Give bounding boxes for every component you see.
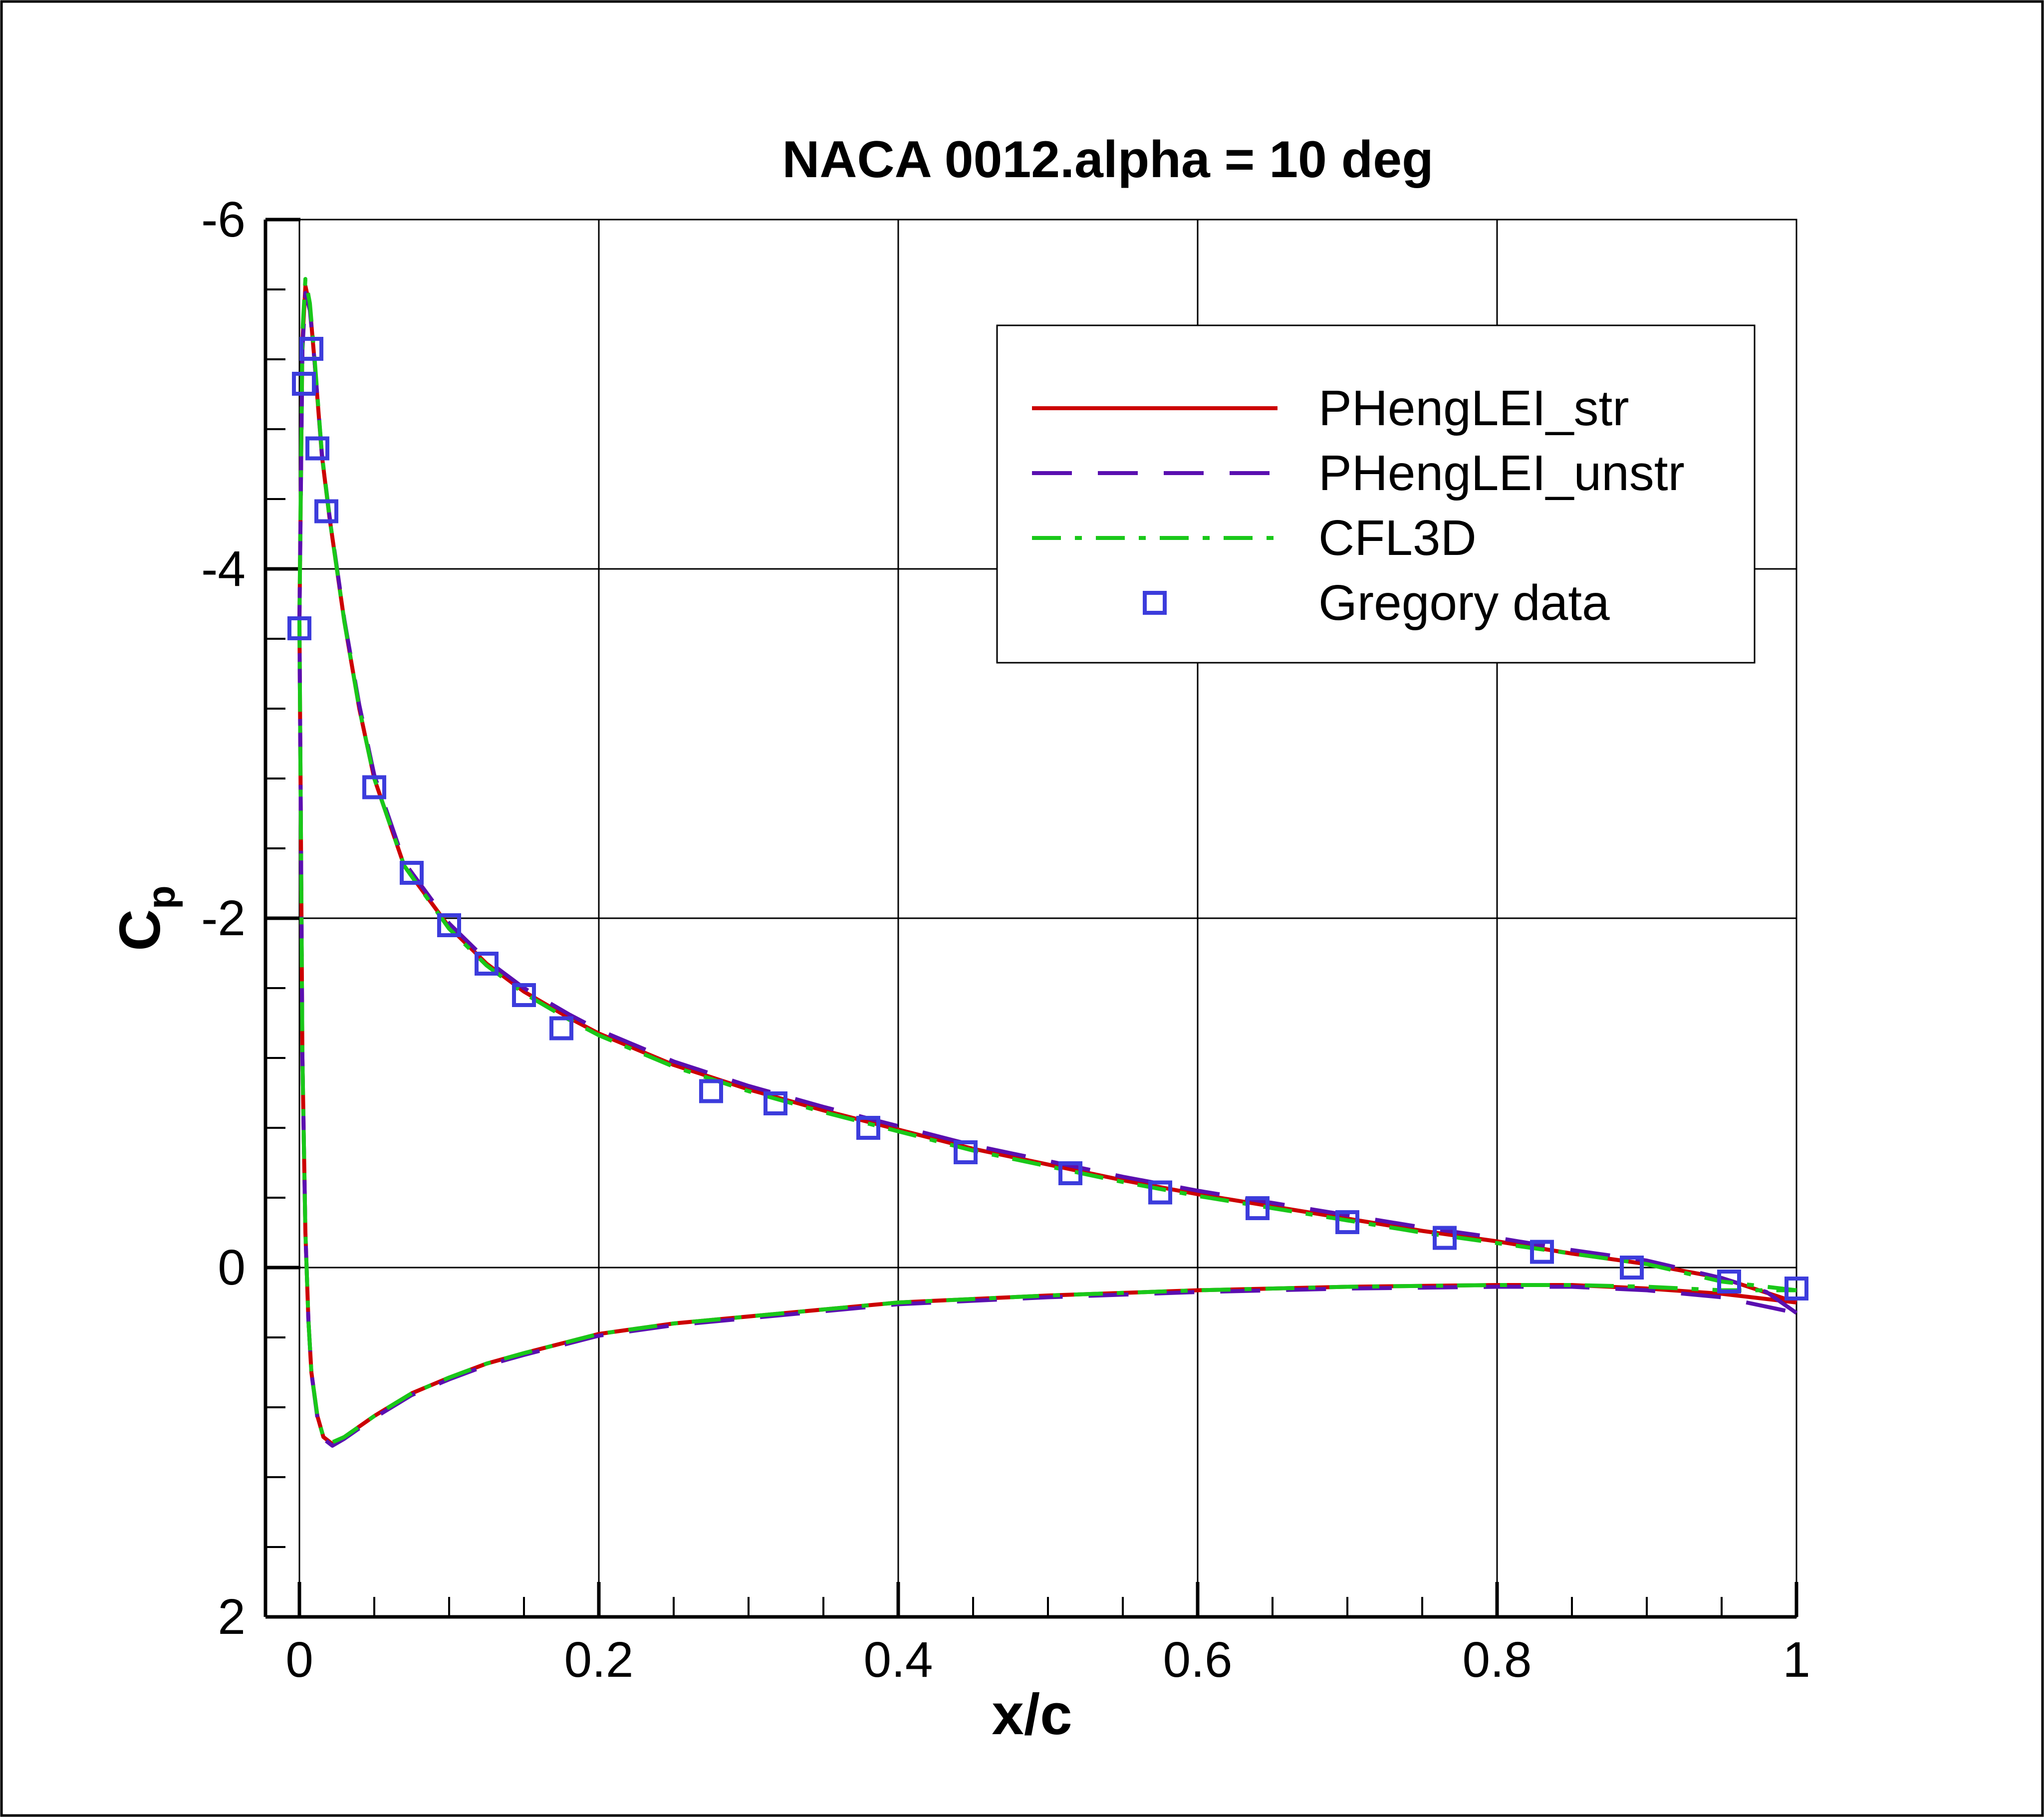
x-tick-label: 0.8: [1462, 1632, 1532, 1688]
legend-entry-cfl3d: CFL3D: [1032, 510, 1477, 566]
legend: PHengLEI_str PHengLEI_unstr CFL3D Gregory d…: [996, 324, 1756, 664]
y-tick-label: 0: [218, 1240, 246, 1296]
legend-label-phenglei-str: PHengLEI_str: [1318, 380, 1629, 436]
data-point-gregory-data: [292, 372, 316, 396]
y-axis-label: Cp: [107, 885, 183, 951]
legend-label-phenglei-unstr: PHengLEI_unstr: [1318, 445, 1685, 501]
y-axis-label-sub: p: [139, 885, 183, 909]
legend-box: [996, 324, 1756, 664]
legend-entry-gregory-data: Gregory data: [1143, 575, 1610, 631]
data-point-gregory-data: [299, 337, 323, 361]
legend-label-gregory-data: Gregory data: [1318, 575, 1610, 631]
data-point-gregory-data: [699, 1079, 723, 1103]
data-point-gregory-data: [1717, 1270, 1741, 1294]
data-point-gregory-data: [362, 775, 386, 799]
legend-entry-phenglei-unstr: PHengLEI_unstr: [1032, 445, 1685, 501]
chart-title: NACA 0012.alpha = 10 deg: [782, 131, 1433, 189]
data-point-gregory-data: [954, 1140, 978, 1164]
y-tick-label: -4: [201, 541, 246, 597]
x-tick-label: 0.4: [863, 1632, 933, 1688]
y-axis-label-main: C: [107, 909, 172, 951]
data-point-gregory-data: [1620, 1256, 1644, 1280]
data-point-gregory-data: [549, 1016, 573, 1040]
legend-label-cfl3d: CFL3D: [1318, 510, 1477, 566]
data-point-gregory-data: [305, 436, 329, 461]
data-point-gregory-data: [475, 952, 499, 976]
data-point-gregory-data: [314, 499, 338, 523]
data-point-gregory-data: [1785, 1277, 1808, 1300]
data-point-gregory-data: [856, 1116, 880, 1140]
data-point-gregory-data: [400, 861, 424, 885]
data-point-gregory-data: [1058, 1161, 1082, 1185]
data-point-gregory-data: [1530, 1240, 1554, 1264]
legend-entry-phenglei-str: PHengLEI_str: [1032, 380, 1629, 436]
series-line-cfl3d: [297, 277, 1797, 1444]
legend-entries: PHengLEI_str PHengLEI_unstr CFL3D Gregory d…: [1032, 380, 1685, 631]
x-axis-label: x/c: [992, 1682, 1072, 1747]
data-point-gregory-data: [287, 616, 311, 640]
y-tick-label: -2: [201, 890, 246, 946]
gregory-markers: [287, 337, 1808, 1300]
y-tick-label: -6: [201, 192, 246, 248]
data-point-gregory-data: [1433, 1226, 1457, 1250]
data-point-gregory-data: [1246, 1196, 1270, 1220]
x-tick-label: 0.6: [1163, 1632, 1232, 1688]
y-tick-label: 2: [218, 1589, 246, 1645]
data-point-gregory-data: [1148, 1180, 1172, 1205]
x-tick-label: 1: [1783, 1632, 1810, 1688]
series-layer: [297, 277, 1798, 1448]
data-point-gregory-data: [512, 983, 536, 1007]
svg-text:Cp: Cp: [107, 885, 183, 951]
legend-marker-gregory-data: [1143, 591, 1167, 615]
data-point-gregory-data: [764, 1091, 787, 1115]
data-point-gregory-data: [1335, 1210, 1359, 1234]
data-point-gregory-data: [437, 913, 461, 937]
x-tick-label: 0: [285, 1632, 313, 1688]
x-tick-label: 0.2: [564, 1632, 633, 1688]
